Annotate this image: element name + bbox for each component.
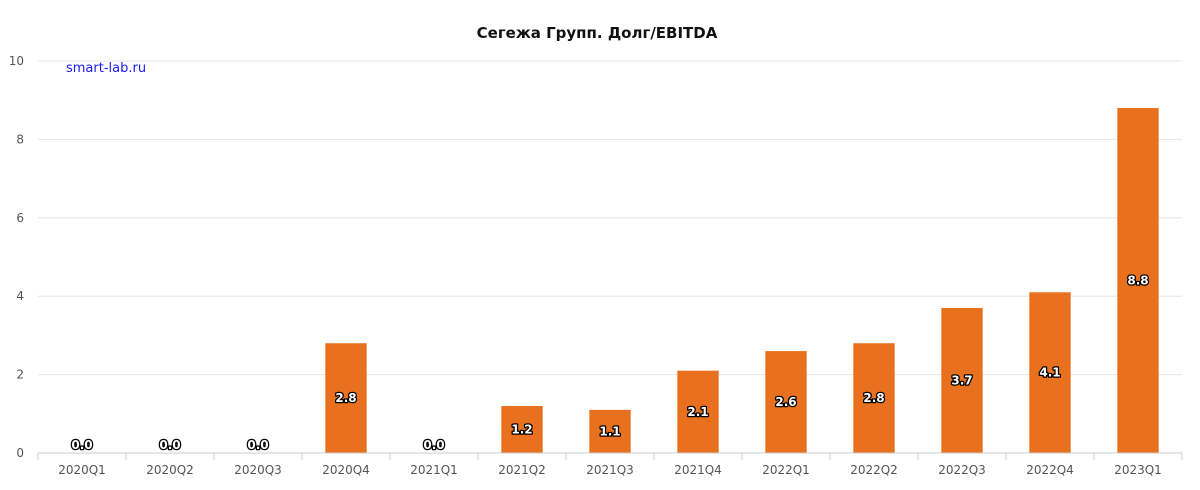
x-tick-label: 2021Q2 <box>498 463 546 477</box>
x-tick-label: 2020Q2 <box>146 463 194 477</box>
x-axis: 2020Q1 2020Q2 2020Q3 2020Q4 2021Q1 2021Q2 2021… <box>37 452 1183 477</box>
watermark-text: smart-lab.ru <box>66 61 146 76</box>
y-tick-label: 6 <box>16 211 24 225</box>
gridlines <box>38 60 1182 376</box>
bar <box>589 409 631 453</box>
data-label: 0.0 <box>423 438 444 452</box>
bar <box>325 343 367 453</box>
data-label: 2.8 <box>335 391 356 405</box>
bar <box>501 405 543 453</box>
bar <box>765 351 807 453</box>
bar <box>1117 108 1159 453</box>
data-label: 2.6 <box>775 395 796 409</box>
x-tick-label: 2020Q1 <box>58 463 106 477</box>
x-tick-label: 2023Q1 <box>1114 463 1162 477</box>
bar <box>941 307 983 453</box>
y-tick-label: 0 <box>16 446 24 460</box>
y-tick-label: 8 <box>16 132 24 146</box>
x-tick-label: 2022Q2 <box>850 463 898 477</box>
data-label: 2.1 <box>687 405 708 419</box>
bar <box>853 343 895 453</box>
data-label: 3.7 <box>951 373 972 387</box>
y-tick-label: 10 <box>9 54 24 68</box>
bars <box>325 108 1159 453</box>
data-label: 2.8 <box>863 391 884 405</box>
chart-title: Сегежа Групп. Долг/EBITDA <box>477 24 718 42</box>
data-label: 0.0 <box>71 438 92 452</box>
y-tick-label: 4 <box>16 289 24 303</box>
x-tick-label: 2021Q4 <box>674 463 722 477</box>
x-tick-label: 2021Q1 <box>410 463 458 477</box>
x-tick-label: 2020Q4 <box>322 463 370 477</box>
y-axis-ticks: 0 2 4 6 8 10 <box>9 54 24 460</box>
data-label: 4.1 <box>1039 366 1060 380</box>
data-label: 8.8 <box>1127 274 1148 288</box>
data-label: 0.0 <box>159 438 180 452</box>
data-label: 0.0 <box>247 438 268 452</box>
x-tick-label: 2022Q3 <box>938 463 986 477</box>
data-labels: 0.0 0.0 0.0 2.8 0.0 1.2 1.1 2.1 2.6 2.8 3.7 4.1 8.8 <box>70 272 1150 453</box>
data-label: 1.1 <box>599 424 620 438</box>
bar <box>1029 292 1071 453</box>
x-tick-label: 2021Q3 <box>586 463 634 477</box>
x-tick-label: 2020Q3 <box>234 463 282 477</box>
y-tick-label: 2 <box>16 368 24 382</box>
x-tick-label: 2022Q1 <box>762 463 810 477</box>
bar <box>677 370 719 453</box>
data-label: 1.2 <box>511 422 532 436</box>
x-tick-label: 2022Q4 <box>1026 463 1074 477</box>
